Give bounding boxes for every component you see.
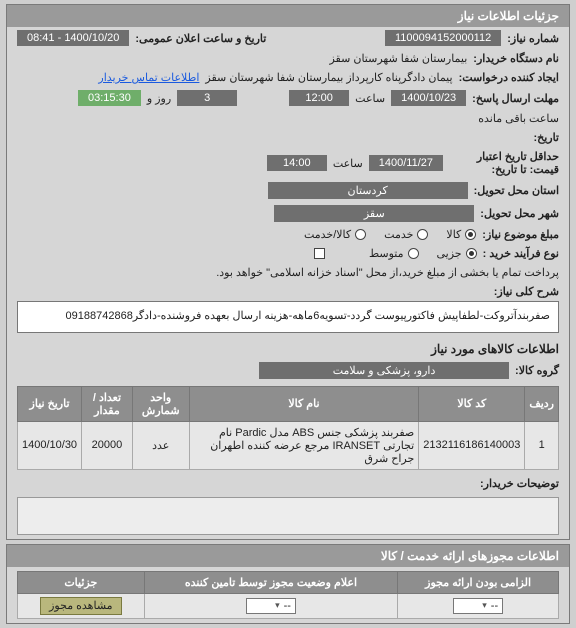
hour-label-1: ساعت [355,92,385,105]
col-name: نام کالا [189,386,419,421]
min-valid-time: 14:00 [267,155,327,171]
remain-label: ساعت باقی مانده [478,112,559,125]
hour-label-2: ساعت [333,157,363,170]
need-no-value: 1100094152000112 [385,30,501,46]
radio-medium[interactable]: متوسط [369,247,419,260]
table-row: -- -- مشاهده مجوز [18,593,559,618]
min-valid-label: حداقل تاریخ اعتبار قیمت: تا تاریخ: [449,150,559,176]
col-status: اعلام وضعیت مجوز توسط تامین کننده [144,571,398,593]
license-title: اطلاعات مجوزهای ارائه خدمت / کالا [7,545,569,567]
radio-service[interactable]: خدمت [384,228,428,241]
min-valid-date: 1400/11/27 [369,155,443,171]
col-row: ردیف [525,386,559,421]
hist-label: تاریخ: [533,131,559,144]
reply-deadline-date: 1400/10/23 [391,90,466,106]
table-row: 1 2132116186140003 صفربند پزشکی جنس ABS … [18,421,559,469]
buyer-label: نام دستگاه خریدار: [473,52,559,65]
need-desc-box: صفربندآتروکت-لطفاپیش فاکتورپیوست گردد-تس… [17,301,559,333]
col-date: تاریخ نیاز [18,386,82,421]
subject-label: مبلغ موضوع نیاز: [482,228,559,241]
buy-proc-label: نوع فرآیند خرید : [483,247,559,260]
radio-both[interactable]: کالا/خدمت [304,228,366,241]
radio-icon [417,229,428,240]
day-and-label: روز و [147,92,171,105]
status-select[interactable]: -- [246,598,296,614]
radio-icon [355,229,366,240]
city-label: شهر محل تحویل: [480,207,559,220]
buyer-value: بیمارستان شفا شهرستان سقز [329,52,467,65]
need-no-label: شماره نیاز: [507,32,559,45]
creator-value: پیمان دادگرپناه کارپرداز بیمارستان شفا ش… [205,71,452,84]
radio-goods[interactable]: کالا [446,228,476,241]
radio-icon [466,248,477,259]
days-left-value: 3 [177,90,237,106]
license-table: الزامی بودن ارائه مجوز اعلام وضعیت مجوز … [17,571,559,619]
creator-label: ایجاد کننده درخواست: [459,71,559,84]
mandatory-select[interactable]: -- [453,598,503,614]
treasury-label: پرداخت تمام یا بخشی از مبلغ خرید،از محل … [216,266,559,279]
radio-icon [408,248,419,259]
col-code: کد کالا [419,386,525,421]
treasury-checkbox[interactable] [314,248,325,259]
buyer-note-box [17,497,559,535]
reply-deadline-label: مهلت ارسال پاسخ: [472,92,559,105]
province-label: استان محل تحویل: [474,184,559,197]
radio-icon [465,229,476,240]
group-label: گروه کالا: [515,364,559,377]
province-value: کردستان [268,182,468,199]
items-title: اطلاعات کالاهای مورد نیاز [431,342,559,356]
ann-time-label: تاریخ و ساعت اعلان عمومی: [135,32,266,45]
col-unit: واحد شمارش [132,386,189,421]
col-mandatory: الزامی بودن ارائه مجوز [398,571,559,593]
buyer-contact-link[interactable]: اطلاعات تماس خریدار [98,71,199,84]
license-panel: اطلاعات مجوزهای ارائه خدمت / کالا الزامی… [6,544,570,624]
reply-deadline-time: 12:00 [289,90,349,106]
panel-title: جزئیات اطلاعات نیاز [7,5,569,27]
buyer-note-label: توضیحات خریدار: [480,477,559,490]
group-value: دارو، پزشکی و سلامت [259,362,509,379]
city-value: سقز [274,205,474,222]
need-desc-label: شرح کلی نیاز: [494,285,559,298]
items-table: ردیف کد کالا نام کالا واحد شمارش تعداد /… [17,386,559,470]
radio-partial[interactable]: جزیی [437,247,477,260]
ann-time-value: 1400/10/20 - 08:41 [17,30,129,46]
remain-time-value: 03:15:30 [78,90,141,106]
need-details-panel: جزئیات اطلاعات نیاز شماره نیاز: 11000941… [6,4,570,540]
view-license-button[interactable]: مشاهده مجوز [40,597,121,615]
col-qty: تعداد / مقدار [82,386,133,421]
col-detail: جزئیات [18,571,145,593]
